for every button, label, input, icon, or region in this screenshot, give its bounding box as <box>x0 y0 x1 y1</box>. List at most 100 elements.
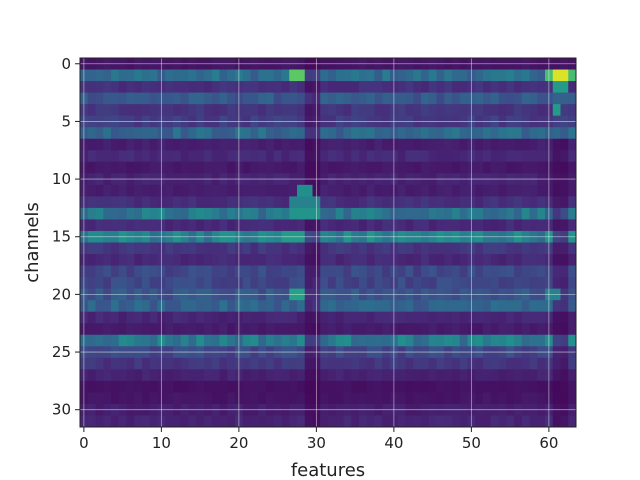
heatmap-cell <box>173 254 182 266</box>
heatmap-cell <box>118 357 127 370</box>
heatmap-cell <box>281 392 290 405</box>
heatmap-cell <box>258 138 267 151</box>
x-tick-label: 60 <box>539 434 558 452</box>
heatmap-cell <box>304 207 313 220</box>
heatmap-cell <box>428 219 437 232</box>
heatmap-cell <box>529 150 538 163</box>
heatmap-cell <box>219 150 228 163</box>
heatmap-cell <box>134 242 143 255</box>
heatmap-cell <box>475 127 484 140</box>
heatmap-cell <box>413 357 422 370</box>
heatmap-cell <box>498 161 507 174</box>
heatmap-cell <box>266 380 275 393</box>
heatmap-cell <box>359 161 368 174</box>
heatmap-cell <box>297 277 306 290</box>
heatmap-cell <box>134 254 143 266</box>
heatmap-cell <box>204 150 213 163</box>
heatmap-cell <box>196 323 205 336</box>
y-tick-label: 5 <box>61 112 71 130</box>
heatmap-cell <box>490 161 499 174</box>
heatmap-cell <box>475 150 484 163</box>
heatmap-cell <box>568 392 577 405</box>
heatmap-cell <box>304 219 313 232</box>
heatmap-cell <box>452 69 461 82</box>
heatmap-cell <box>436 196 445 209</box>
heatmap-cell <box>134 81 143 93</box>
heatmap-cell <box>428 81 437 93</box>
heatmap-cell <box>250 265 259 278</box>
heatmap-cell <box>165 207 174 220</box>
heatmap-cell <box>405 127 414 140</box>
heatmap-cell <box>374 127 383 140</box>
heatmap-cell <box>490 254 499 266</box>
heatmap-cell <box>188 265 197 278</box>
heatmap-cell <box>359 334 368 347</box>
heatmap-cell <box>483 357 492 370</box>
heatmap-cell <box>436 392 445 405</box>
heatmap-cell <box>552 311 561 324</box>
heatmap-cell <box>335 219 344 232</box>
heatmap-cell <box>452 323 461 336</box>
heatmap-cell <box>273 311 282 324</box>
heatmap-cell <box>211 311 220 324</box>
heatmap-cell <box>250 161 259 174</box>
heatmap-cell <box>428 161 437 174</box>
heatmap-cell <box>405 277 414 290</box>
heatmap-cell <box>320 207 329 220</box>
heatmap-cell <box>118 242 127 255</box>
heatmap-cell <box>111 207 120 220</box>
heatmap-cell <box>173 150 182 163</box>
heatmap-cell <box>227 380 236 393</box>
heatmap-cell <box>459 219 468 232</box>
heatmap-cell <box>452 311 461 324</box>
heatmap-cell <box>498 392 507 405</box>
heatmap-cell <box>142 161 151 174</box>
heatmap-cell <box>196 242 205 255</box>
heatmap-cell <box>297 69 306 82</box>
heatmap-cell <box>560 138 569 151</box>
heatmap-cell <box>103 415 112 428</box>
heatmap-cell <box>343 81 352 93</box>
heatmap-cell <box>421 104 430 117</box>
heatmap-cell <box>382 150 391 163</box>
heatmap-cell <box>413 380 422 393</box>
heatmap-cell <box>173 184 182 197</box>
heatmap-cell <box>506 242 515 255</box>
heatmap-cell <box>95 311 104 324</box>
heatmap-cell <box>126 161 135 174</box>
heatmap-cell <box>111 392 120 405</box>
heatmap-cell <box>475 184 484 197</box>
heatmap-cell <box>568 92 577 105</box>
heatmap-cell <box>552 357 561 370</box>
heatmap-cell <box>382 138 391 151</box>
heatmap-cell <box>219 207 228 220</box>
heatmap-cell <box>273 392 282 405</box>
heatmap-cell <box>413 392 422 405</box>
heatmap-cell <box>173 300 182 313</box>
heatmap-cell <box>529 392 538 405</box>
heatmap-cell <box>514 357 523 370</box>
heatmap-cell <box>452 380 461 393</box>
heatmap-cell <box>444 323 453 336</box>
heatmap-cell <box>452 161 461 174</box>
heatmap-cell <box>514 92 523 105</box>
heatmap-cell <box>118 254 127 266</box>
heatmap-cell <box>258 369 267 382</box>
heatmap-cell <box>281 242 290 255</box>
heatmap-cell <box>483 150 492 163</box>
heatmap-cell <box>149 127 158 140</box>
heatmap-cell <box>149 138 158 151</box>
heatmap-cell <box>351 196 360 209</box>
heatmap-cell <box>521 254 530 266</box>
heatmap-cell <box>459 254 468 266</box>
heatmap-cell <box>165 184 174 197</box>
heatmap-cell <box>196 415 205 428</box>
heatmap-cell <box>552 69 561 82</box>
heatmap-cell <box>134 150 143 163</box>
heatmap-cell <box>149 150 158 163</box>
heatmap-cell <box>405 104 414 117</box>
heatmap-cell <box>498 150 507 163</box>
heatmap-cell <box>366 207 375 220</box>
heatmap-cell <box>118 104 127 117</box>
heatmap-cell <box>351 69 360 82</box>
